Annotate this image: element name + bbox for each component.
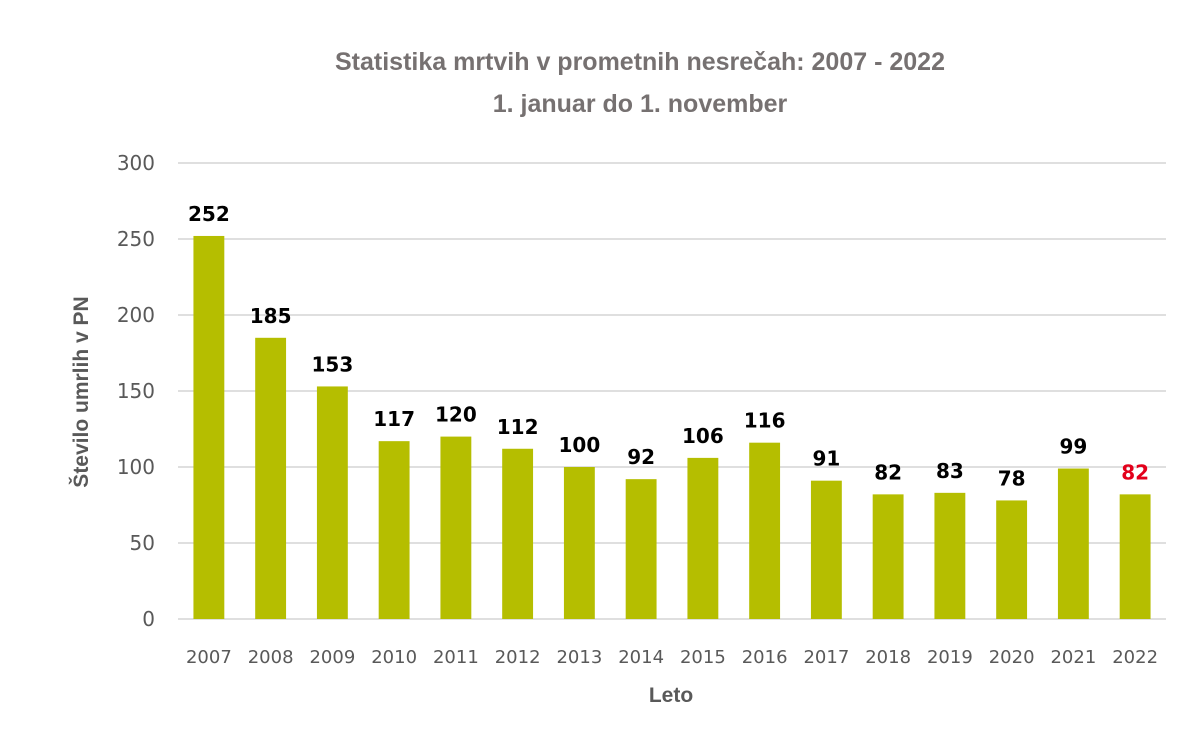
- bar-2016: [749, 442, 781, 619]
- y-axis-label: Število umrlih v PN: [69, 296, 93, 487]
- x-tick-label: 2007: [186, 647, 232, 668]
- data-label-2016: 116: [744, 409, 786, 433]
- bar-2017: [810, 480, 842, 619]
- bar-2018: [872, 494, 904, 619]
- data-label-2007: 252: [188, 202, 230, 226]
- data-label-2022: 82: [1121, 460, 1149, 484]
- bar-2007: [193, 235, 225, 619]
- bar-2022: [1119, 494, 1151, 619]
- bar-2012: [502, 448, 534, 619]
- x-tick-label: 2017: [803, 647, 849, 668]
- x-tick-label: 2008: [248, 647, 294, 668]
- chart-title: Statistika mrtvih v prometnih nesrečah: …: [335, 48, 945, 76]
- x-axis-ticks: 2007 2008 2009 2010 2011 2012 2013 2014 2015 2016…: [186, 647, 1158, 668]
- x-tick-label: 2018: [865, 647, 911, 668]
- x-tick-label: 2021: [1050, 647, 1096, 668]
- data-label-2021: 99: [1059, 435, 1087, 459]
- x-tick-label: 2015: [680, 647, 726, 668]
- x-tick-label: 2014: [618, 647, 664, 668]
- bar-2014: [625, 479, 657, 619]
- y-tick-label: 300: [117, 151, 155, 175]
- data-label-2012: 112: [497, 415, 539, 439]
- bars: [193, 235, 1151, 619]
- data-label-2020: 78: [998, 466, 1026, 490]
- x-tick-label: 2012: [495, 647, 541, 668]
- bar-2015: [687, 457, 719, 619]
- x-tick-label: 2013: [556, 647, 602, 668]
- bar-2011: [440, 436, 472, 619]
- y-tick-label: 150: [117, 379, 155, 403]
- data-label-2010: 117: [373, 407, 415, 431]
- y-tick-label: 50: [130, 531, 155, 555]
- y-tick-label: 200: [117, 303, 155, 327]
- x-tick-label: 2020: [989, 647, 1035, 668]
- y-tick-label: 250: [117, 227, 155, 251]
- data-labels: 252 185 153 117 120 112 100 92 106 116 91 82 83 78 99 8…: [188, 202, 1149, 490]
- bar-2020: [996, 500, 1028, 619]
- data-label-2013: 100: [559, 433, 601, 457]
- data-label-2017: 91: [812, 447, 840, 471]
- x-tick-label: 2022: [1112, 647, 1158, 668]
- data-label-2014: 92: [627, 445, 655, 469]
- y-tick-label: 100: [117, 455, 155, 479]
- data-label-2018: 82: [874, 460, 902, 484]
- x-tick-label: 2010: [371, 647, 417, 668]
- bar-2009: [316, 386, 348, 619]
- data-label-2011: 120: [435, 403, 477, 427]
- x-tick-label: 2009: [309, 647, 355, 668]
- data-label-2008: 185: [250, 304, 292, 328]
- bar-2021: [1057, 468, 1089, 619]
- data-label-2015: 106: [682, 424, 724, 448]
- x-tick-label: 2016: [742, 647, 788, 668]
- y-axis-ticks: 0 50 100 150 200 250 300: [117, 151, 155, 631]
- x-axis-label: Leto: [649, 684, 693, 707]
- chart-subtitle: 1. januar do 1. november: [493, 90, 788, 118]
- data-label-2019: 83: [936, 459, 964, 483]
- bar-2008: [255, 337, 287, 619]
- data-label-2009: 153: [312, 352, 354, 376]
- bar-2019: [934, 492, 966, 619]
- bar-2010: [378, 441, 410, 619]
- x-tick-label: 2011: [433, 647, 479, 668]
- y-tick-label: 0: [142, 607, 155, 631]
- bar-2013: [563, 467, 595, 619]
- x-tick-label: 2019: [927, 647, 973, 668]
